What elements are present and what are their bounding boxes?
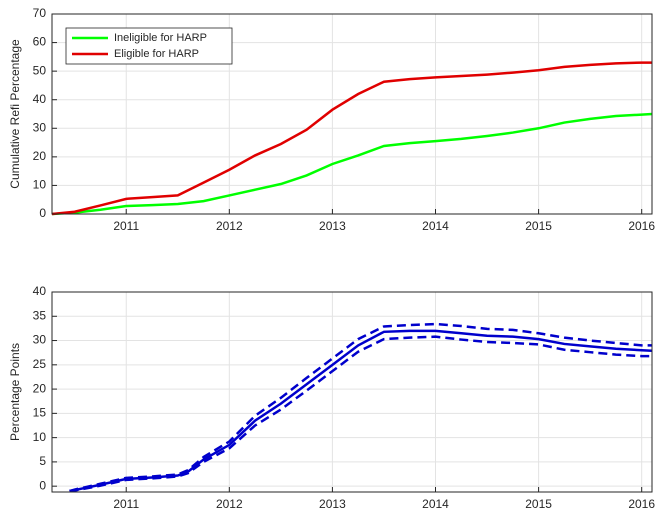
y-axis-label: Cumulative Refi Percentage — [8, 39, 22, 189]
y-tick-label: 10 — [33, 178, 47, 192]
y-tick-label: 30 — [33, 333, 47, 347]
x-tick-label: 2013 — [319, 219, 346, 233]
y-tick-label: 50 — [33, 63, 47, 77]
y-tick-label: 15 — [33, 406, 47, 420]
y-tick-label: 25 — [33, 357, 47, 371]
legend-label: Ineligible for HARP — [114, 32, 207, 44]
x-tick-label: 2015 — [525, 219, 552, 233]
series-line — [69, 335, 652, 493]
x-tick-label: 2011 — [113, 219, 139, 233]
legend-box — [65, 27, 233, 65]
x-tick-label: 2014 — [422, 219, 449, 233]
y-tick-label: 10 — [33, 430, 47, 444]
x-tick-label: 2013 — [319, 497, 346, 510]
y-tick-label: 35 — [33, 308, 47, 322]
x-tick-label: 2014 — [422, 497, 449, 510]
y-tick-label: 40 — [33, 92, 47, 106]
x-tick-label: 2016 — [628, 497, 655, 510]
x-tick-label: 2016 — [628, 219, 655, 233]
series-line — [51, 112, 653, 216]
axes-box — [51, 291, 653, 493]
series-line — [51, 61, 652, 216]
y-tick-label: 70 — [33, 6, 47, 20]
x-tick-label: 2012 — [216, 497, 243, 510]
y-tick-label: 20 — [33, 149, 47, 163]
y-tick-label: 30 — [33, 120, 47, 134]
series-line — [69, 322, 652, 493]
y-axis-label: Percentage Points — [8, 343, 22, 441]
y-tick-label: 0 — [39, 478, 46, 492]
y-tick-label: 20 — [33, 381, 47, 395]
y-tick-label: 40 — [33, 284, 47, 298]
y-tick-label: 60 — [33, 35, 47, 49]
x-tick-label: 2011 — [113, 497, 139, 510]
x-tick-label: 2015 — [525, 497, 552, 510]
x-tick-label: 2012 — [216, 219, 243, 233]
legend-label: Eligible for HARP — [114, 48, 199, 60]
plot-area — [52, 292, 652, 492]
y-tick-label: 0 — [39, 206, 46, 220]
axes-box — [51, 13, 653, 215]
y-tick-label: 5 — [39, 454, 46, 468]
